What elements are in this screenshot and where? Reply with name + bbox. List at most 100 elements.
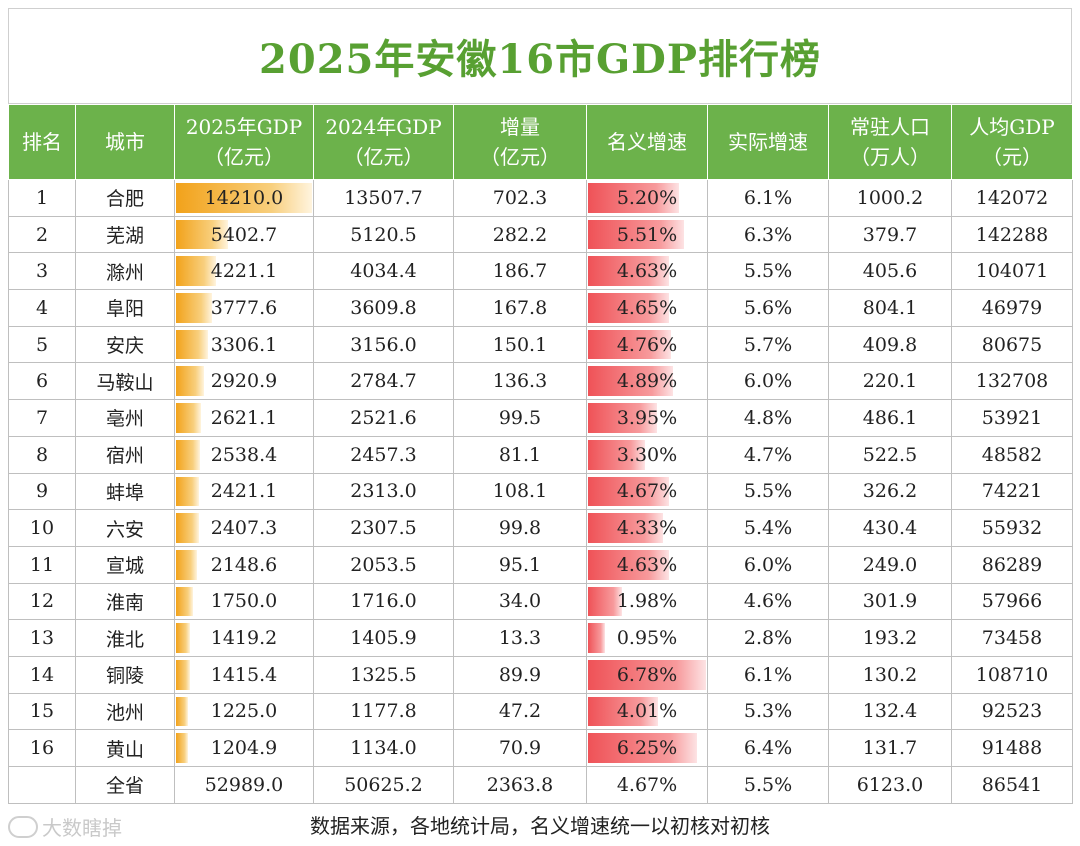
- cell-value: 4.7%: [743, 443, 793, 466]
- table-row: 12 淮南 1750.0 1716.0 34.0 1.98% 4.6% 301.9 57966: [8, 582, 1073, 621]
- column-header: 常驻人口 （万人）: [828, 104, 952, 180]
- cell-gdp2025: 1225.0: [174, 692, 314, 731]
- cell-value: 91488: [981, 737, 1043, 760]
- cell-per-capita: 92523: [951, 692, 1073, 731]
- cell-value: 6: [35, 370, 49, 393]
- growth-data-bar: [588, 659, 706, 690]
- cell-city: 铜陵: [75, 655, 175, 694]
- gdp-data-bar: [176, 329, 208, 360]
- cell-value: 5.51%: [616, 223, 678, 246]
- cell-real: 5.5%: [707, 472, 829, 511]
- growth-data-bar: [588, 366, 674, 397]
- cell-value: 5.4%: [743, 517, 793, 540]
- cell-value: 48582: [981, 443, 1043, 466]
- table-row: 11 宣城 2148.6 2053.5 95.1 4.63% 6.0% 249.0 86289: [8, 545, 1073, 584]
- cell-value: 5.5%: [743, 480, 793, 503]
- growth-data-bar: [588, 476, 670, 507]
- gdp-data-bar: [176, 696, 188, 727]
- cell-value: 4.76%: [616, 333, 678, 356]
- growth-data-bar: [588, 733, 697, 763]
- cell-value: 74221: [981, 480, 1043, 503]
- cell-value: 108710: [975, 663, 1049, 686]
- cell-value: 6.0%: [743, 553, 793, 576]
- cell-value: 80675: [981, 333, 1043, 356]
- cell-real: 5.5%: [707, 252, 829, 291]
- gdp-data-bar: [176, 366, 204, 397]
- cell-nominal: 3.95%: [586, 399, 708, 437]
- cell-value: 宣城: [105, 555, 144, 578]
- growth-data-bar: [588, 623, 605, 653]
- cell-value: 16: [29, 737, 55, 760]
- gdp-data-bar: [176, 403, 202, 433]
- cell-value: 2148.6: [210, 553, 278, 576]
- cell-value: 全省: [105, 775, 144, 798]
- cell-rank: 3: [8, 252, 76, 291]
- column-header: 名义增速: [586, 104, 708, 180]
- column-header-label: 排名: [22, 130, 62, 154]
- cell-value: 430.4: [862, 517, 918, 540]
- cell-value: 2: [35, 223, 49, 246]
- cell-increase: 81.1: [453, 435, 587, 474]
- cell-nominal: 4.01%: [586, 692, 708, 731]
- cell-nominal: 3.30%: [586, 435, 708, 474]
- cell-increase: 702.3: [453, 179, 587, 217]
- cell-value: 2313.0: [350, 480, 417, 503]
- cell-value: 1225.0: [210, 700, 278, 723]
- growth-data-bar: [588, 439, 646, 470]
- cell-value: 5120.5: [350, 223, 417, 246]
- cell-value: 1.98%: [616, 590, 678, 613]
- cell-value: 15: [29, 700, 55, 723]
- cell-city: 亳州: [75, 399, 175, 437]
- cell-real: 5.4%: [707, 509, 829, 547]
- cell-gdp2024: 3156.0: [313, 325, 454, 364]
- cell-value: 6.4%: [743, 737, 793, 760]
- gdp-ranking-table: 排名 城市 2025年GDP （亿元） 2024年GDP （亿元） 增量 （亿元） 名义增速 实际…: [8, 104, 1073, 804]
- cell-value: 3777.6: [210, 296, 278, 319]
- table-row: 5 安庆 3306.1 3156.0 150.1 4.76% 5.7% 409.8 80675: [8, 325, 1073, 364]
- source-note: 数据来源，各地统计局，名义增速统一以初核对初核: [310, 813, 770, 838]
- cell-value: 409.8: [862, 333, 918, 356]
- cell-real: 4.6%: [707, 582, 829, 621]
- cell-value: 蚌埠: [105, 481, 144, 504]
- growth-data-bar: [588, 329, 671, 360]
- cell-gdp2025: 1419.2: [174, 619, 314, 657]
- cell-nominal: 4.89%: [586, 362, 708, 401]
- cell-value: 99.8: [498, 517, 542, 540]
- cell-increase: 89.9: [453, 655, 587, 694]
- cell-gdp2025: 14210.0: [174, 179, 314, 217]
- cell-rank: 14: [8, 655, 76, 694]
- cell-city: 全省: [75, 766, 175, 804]
- cell-population: 486.1: [828, 399, 952, 437]
- cell-population: 193.2: [828, 619, 952, 657]
- cell-real: 5.5%: [707, 766, 829, 804]
- gdp-data-bar: [176, 293, 213, 323]
- cell-gdp2024: 13507.7: [313, 179, 454, 217]
- cell-value: 3: [35, 260, 49, 283]
- cell-value: 2407.3: [210, 517, 278, 540]
- cell-nominal: 4.63%: [586, 252, 708, 291]
- column-header: 2025年GDP （亿元）: [174, 104, 314, 180]
- cell-gdp2024: 50625.2: [313, 766, 454, 804]
- cell-increase: 108.1: [453, 472, 587, 511]
- cell-per-capita: 73458: [951, 619, 1073, 657]
- cell-value: 89.9: [498, 663, 542, 686]
- cell-city: 宣城: [75, 545, 175, 584]
- cell-value: 132708: [975, 370, 1049, 393]
- cell-value: 136.3: [492, 370, 548, 393]
- growth-data-bar: [588, 293, 669, 323]
- cell-value: 92523: [981, 700, 1043, 723]
- cell-value: 3.95%: [616, 406, 678, 429]
- cell-value: 阜阳: [105, 298, 144, 321]
- cell-value: 6.25%: [616, 737, 678, 760]
- cell-value: 702.3: [492, 186, 548, 209]
- cell-value: 淮南: [105, 591, 144, 614]
- gdp-data-bar: [176, 586, 193, 617]
- cell-value: 220.1: [862, 370, 918, 393]
- cell-value: 99.5: [498, 406, 542, 429]
- cell-value: 6.3%: [743, 223, 793, 246]
- cell-value: 3306.1: [210, 333, 278, 356]
- cell-value: 86541: [981, 773, 1043, 796]
- table-row: 4 阜阳 3777.6 3609.8 167.8 4.65% 5.6% 804.1 46979: [8, 289, 1073, 327]
- cell-city: 马鞍山: [75, 362, 175, 401]
- table-row: 13 淮北 1419.2 1405.9 13.3 0.95% 2.8% 193.2 73458: [8, 619, 1073, 657]
